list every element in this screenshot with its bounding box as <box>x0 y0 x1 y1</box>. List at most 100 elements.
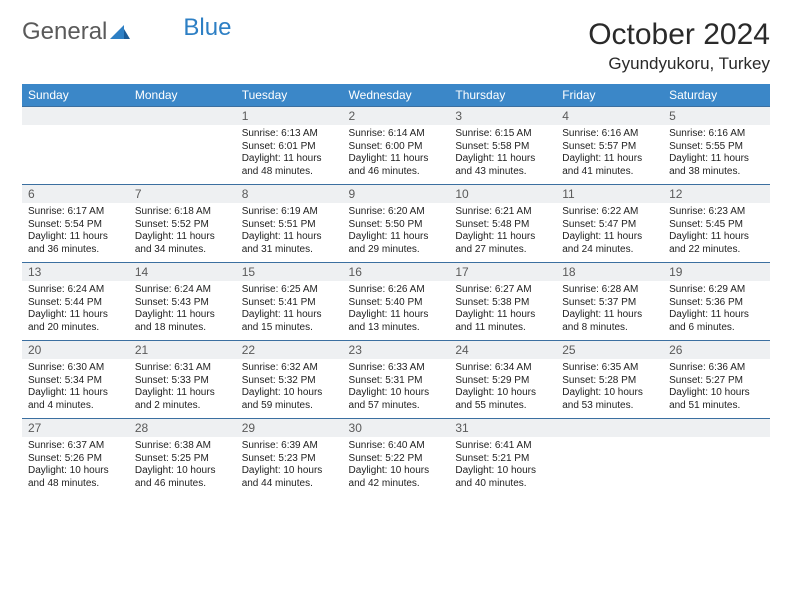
sunrise-text: Sunrise: 6:16 AM <box>669 128 764 141</box>
sunset-text: Sunset: 5:26 PM <box>28 453 123 466</box>
day-cell: 10Sunrise: 6:21 AMSunset: 5:48 PMDayligh… <box>449 185 556 263</box>
day-body: Sunrise: 6:24 AMSunset: 5:43 PMDaylight:… <box>129 281 236 340</box>
day-number: 9 <box>343 185 450 203</box>
day-cell: 23Sunrise: 6:33 AMSunset: 5:31 PMDayligh… <box>343 341 450 419</box>
day-cell: 24Sunrise: 6:34 AMSunset: 5:29 PMDayligh… <box>449 341 556 419</box>
daylight-text: Daylight: 11 hours and 34 minutes. <box>135 231 230 256</box>
daylight-text: Daylight: 11 hours and 31 minutes. <box>242 231 337 256</box>
day-number: 26 <box>663 341 770 359</box>
day-body: Sunrise: 6:20 AMSunset: 5:50 PMDaylight:… <box>343 203 450 262</box>
day-number: 19 <box>663 263 770 281</box>
dow-row: Sunday Monday Tuesday Wednesday Thursday… <box>22 84 770 107</box>
sunset-text: Sunset: 5:51 PM <box>242 219 337 232</box>
day-number: 6 <box>22 185 129 203</box>
day-cell: 19Sunrise: 6:29 AMSunset: 5:36 PMDayligh… <box>663 263 770 341</box>
day-cell: 15Sunrise: 6:25 AMSunset: 5:41 PMDayligh… <box>236 263 343 341</box>
day-number: 22 <box>236 341 343 359</box>
sunset-text: Sunset: 5:55 PM <box>669 141 764 154</box>
dow-monday: Monday <box>129 84 236 107</box>
sunrise-text: Sunrise: 6:20 AM <box>349 206 444 219</box>
day-cell: 1Sunrise: 6:13 AMSunset: 6:01 PMDaylight… <box>236 107 343 185</box>
sunset-text: Sunset: 5:23 PM <box>242 453 337 466</box>
daylight-text: Daylight: 10 hours and 48 minutes. <box>28 465 123 490</box>
day-cell: 16Sunrise: 6:26 AMSunset: 5:40 PMDayligh… <box>343 263 450 341</box>
sunrise-text: Sunrise: 6:18 AM <box>135 206 230 219</box>
day-number: 30 <box>343 419 450 437</box>
sunset-text: Sunset: 5:34 PM <box>28 375 123 388</box>
day-body: Sunrise: 6:21 AMSunset: 5:48 PMDaylight:… <box>449 203 556 262</box>
day-number: 14 <box>129 263 236 281</box>
day-body: Sunrise: 6:29 AMSunset: 5:36 PMDaylight:… <box>663 281 770 340</box>
day-number: 20 <box>22 341 129 359</box>
sunrise-text: Sunrise: 6:32 AM <box>242 362 337 375</box>
day-cell <box>129 107 236 185</box>
day-body: Sunrise: 6:39 AMSunset: 5:23 PMDaylight:… <box>236 437 343 496</box>
day-cell: 20Sunrise: 6:30 AMSunset: 5:34 PMDayligh… <box>22 341 129 419</box>
sunrise-text: Sunrise: 6:37 AM <box>28 440 123 453</box>
day-body: Sunrise: 6:13 AMSunset: 6:01 PMDaylight:… <box>236 125 343 184</box>
sunrise-text: Sunrise: 6:14 AM <box>349 128 444 141</box>
sunrise-text: Sunrise: 6:38 AM <box>135 440 230 453</box>
day-cell: 22Sunrise: 6:32 AMSunset: 5:32 PMDayligh… <box>236 341 343 419</box>
sunset-text: Sunset: 5:47 PM <box>562 219 657 232</box>
day-number: 8 <box>236 185 343 203</box>
day-number: 15 <box>236 263 343 281</box>
sunrise-text: Sunrise: 6:15 AM <box>455 128 550 141</box>
sunset-text: Sunset: 5:54 PM <box>28 219 123 232</box>
day-body: Sunrise: 6:33 AMSunset: 5:31 PMDaylight:… <box>343 359 450 418</box>
day-cell: 14Sunrise: 6:24 AMSunset: 5:43 PMDayligh… <box>129 263 236 341</box>
daylight-text: Daylight: 11 hours and 2 minutes. <box>135 387 230 412</box>
title-block: October 2024 Gyundyukoru, Turkey <box>588 18 770 74</box>
sail-icon <box>109 23 131 41</box>
sunrise-text: Sunrise: 6:16 AM <box>562 128 657 141</box>
daylight-text: Daylight: 11 hours and 13 minutes. <box>349 309 444 334</box>
day-body: Sunrise: 6:37 AMSunset: 5:26 PMDaylight:… <box>22 437 129 496</box>
daylight-text: Daylight: 11 hours and 15 minutes. <box>242 309 337 334</box>
day-number <box>22 107 129 125</box>
day-cell: 31Sunrise: 6:41 AMSunset: 5:21 PMDayligh… <box>449 419 556 497</box>
day-cell: 28Sunrise: 6:38 AMSunset: 5:25 PMDayligh… <box>129 419 236 497</box>
daylight-text: Daylight: 11 hours and 29 minutes. <box>349 231 444 256</box>
day-body: Sunrise: 6:28 AMSunset: 5:37 PMDaylight:… <box>556 281 663 340</box>
day-body: Sunrise: 6:31 AMSunset: 5:33 PMDaylight:… <box>129 359 236 418</box>
daylight-text: Daylight: 10 hours and 40 minutes. <box>455 465 550 490</box>
day-cell: 7Sunrise: 6:18 AMSunset: 5:52 PMDaylight… <box>129 185 236 263</box>
day-cell: 30Sunrise: 6:40 AMSunset: 5:22 PMDayligh… <box>343 419 450 497</box>
sunrise-text: Sunrise: 6:19 AM <box>242 206 337 219</box>
daylight-text: Daylight: 11 hours and 38 minutes. <box>669 153 764 178</box>
sunrise-text: Sunrise: 6:24 AM <box>28 284 123 297</box>
day-cell: 9Sunrise: 6:20 AMSunset: 5:50 PMDaylight… <box>343 185 450 263</box>
day-cell <box>663 419 770 497</box>
sunrise-text: Sunrise: 6:40 AM <box>349 440 444 453</box>
sunrise-text: Sunrise: 6:39 AM <box>242 440 337 453</box>
day-number: 3 <box>449 107 556 125</box>
daylight-text: Daylight: 11 hours and 18 minutes. <box>135 309 230 334</box>
day-body: Sunrise: 6:16 AMSunset: 5:55 PMDaylight:… <box>663 125 770 184</box>
daylight-text: Daylight: 10 hours and 57 minutes. <box>349 387 444 412</box>
sunset-text: Sunset: 5:43 PM <box>135 297 230 310</box>
sunrise-text: Sunrise: 6:25 AM <box>242 284 337 297</box>
daylight-text: Daylight: 10 hours and 44 minutes. <box>242 465 337 490</box>
daylight-text: Daylight: 11 hours and 24 minutes. <box>562 231 657 256</box>
sunset-text: Sunset: 6:00 PM <box>349 141 444 154</box>
daylight-text: Daylight: 10 hours and 53 minutes. <box>562 387 657 412</box>
dow-friday: Friday <box>556 84 663 107</box>
day-cell: 12Sunrise: 6:23 AMSunset: 5:45 PMDayligh… <box>663 185 770 263</box>
day-number: 4 <box>556 107 663 125</box>
sunset-text: Sunset: 5:31 PM <box>349 375 444 388</box>
day-number: 16 <box>343 263 450 281</box>
day-cell: 5Sunrise: 6:16 AMSunset: 5:55 PMDaylight… <box>663 107 770 185</box>
day-cell: 26Sunrise: 6:36 AMSunset: 5:27 PMDayligh… <box>663 341 770 419</box>
day-body: Sunrise: 6:26 AMSunset: 5:40 PMDaylight:… <box>343 281 450 340</box>
day-number <box>663 419 770 437</box>
day-number: 23 <box>343 341 450 359</box>
day-cell: 18Sunrise: 6:28 AMSunset: 5:37 PMDayligh… <box>556 263 663 341</box>
sunset-text: Sunset: 5:44 PM <box>28 297 123 310</box>
day-cell: 6Sunrise: 6:17 AMSunset: 5:54 PMDaylight… <box>22 185 129 263</box>
daylight-text: Daylight: 11 hours and 48 minutes. <box>242 153 337 178</box>
day-body: Sunrise: 6:14 AMSunset: 6:00 PMDaylight:… <box>343 125 450 184</box>
day-body: Sunrise: 6:32 AMSunset: 5:32 PMDaylight:… <box>236 359 343 418</box>
calendar-table: Sunday Monday Tuesday Wednesday Thursday… <box>22 84 770 496</box>
day-body: Sunrise: 6:18 AMSunset: 5:52 PMDaylight:… <box>129 203 236 262</box>
sunset-text: Sunset: 5:27 PM <box>669 375 764 388</box>
